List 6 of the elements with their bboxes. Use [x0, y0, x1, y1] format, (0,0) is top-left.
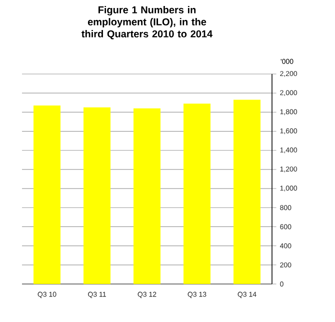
- bar: [84, 107, 110, 284]
- chart-title: Figure 1 Numbers in employment (ILO), in the third Quarters 2010 to 2014: [82, 6, 213, 40]
- bar: [184, 104, 210, 284]
- bar: [134, 108, 160, 284]
- bar: [34, 106, 60, 284]
- bar: [234, 100, 261, 284]
